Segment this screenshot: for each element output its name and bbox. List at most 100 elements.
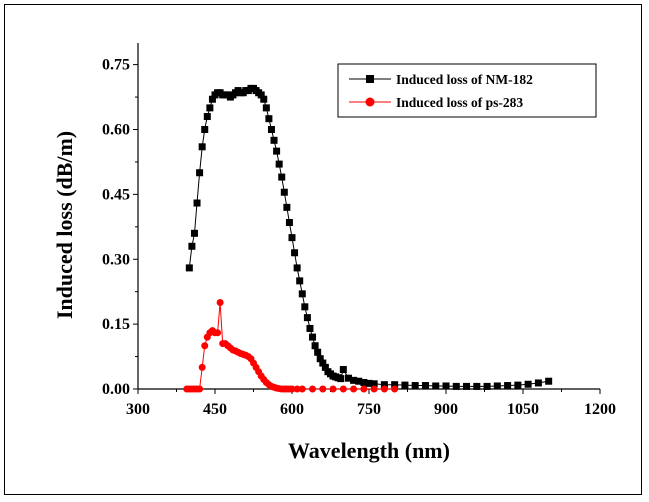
data-point [370,385,378,393]
y-tick-label: 0.75 [102,57,130,74]
data-point [442,382,450,390]
data-point [339,366,347,374]
data-point [534,379,542,387]
legend-label-ps283: Induced loss of ps-283 [396,95,523,110]
data-point [216,299,224,306]
data-point [196,169,204,177]
data-point [201,126,209,133]
x-tick-label: 300 [126,401,150,418]
y-tick-label: 0.00 [102,381,130,398]
y-tick-label: 0.60 [102,122,130,139]
data-point [545,377,553,385]
data-point [493,382,501,390]
data-point [273,147,281,155]
data-point [360,385,368,393]
data-point [270,136,278,144]
data-point [293,264,301,272]
data-point [298,290,306,298]
data-point [411,382,419,390]
data-point [524,380,532,388]
data-point [201,342,209,350]
data-point [350,376,358,384]
data-point [337,375,345,383]
data-point [360,379,368,387]
series-layer [183,84,553,393]
x-tick-label: 600 [280,401,304,418]
x-tick-label: 1200 [584,401,616,418]
data-point [185,264,193,272]
data-point [214,329,222,337]
data-point [473,382,481,390]
legend-entry-nm182: Induced loss of NM-182 [349,72,533,87]
legend: Induced loss of NM-182 Induced loss of p… [337,63,597,118]
data-point [280,188,288,196]
data-point [203,113,211,121]
legend-marker-circle [365,97,375,107]
data-point [303,314,311,322]
y-tick-label: 0.30 [102,251,130,268]
data-point [278,173,286,181]
data-point [319,385,327,393]
data-point [339,385,347,393]
data-point [329,385,337,393]
data-point [309,333,317,341]
data-point [288,385,296,393]
data-point [355,377,363,385]
data-point [265,115,273,123]
legend-box [337,63,597,118]
data-point [370,380,378,388]
data-point [504,382,512,390]
data-point [463,382,471,390]
data-point [293,385,301,393]
data-point [198,363,206,371]
data-point [190,229,198,237]
series-line [188,87,549,387]
data-point [288,234,296,242]
data-point [257,91,265,99]
data-point [380,385,388,393]
data-point [301,303,309,311]
data-point [206,104,214,112]
data-point [193,199,201,207]
data-point [321,363,329,371]
y-tick-label: 0.45 [102,186,130,203]
data-point [260,95,268,103]
x-tick-label: 750 [357,401,381,418]
data-point [316,355,324,363]
data-point [314,348,322,356]
data-point [365,379,373,387]
data-point [309,385,317,393]
data-point [391,385,399,393]
x-axis: 300 450 600 750 900 1050 1200 [126,389,616,418]
data-point [275,160,283,168]
data-point [196,385,204,393]
series-line [186,302,395,390]
data-point [452,382,460,390]
data-point [285,218,293,226]
series-nm182 [185,84,553,390]
data-point [208,95,216,103]
legend-marker-square [366,75,374,83]
series-ps283 [183,299,399,393]
data-point [380,381,388,389]
data-point [350,385,358,393]
data-point [291,249,299,257]
data-point [198,143,206,151]
legend-label-nm182: Induced loss of NM-182 [396,72,533,87]
data-point [188,242,196,250]
data-point [283,203,291,211]
x-tick-label: 900 [434,401,458,418]
y-tick-label: 0.15 [102,316,130,333]
x-axis-label: Wavelength (nm) [288,438,450,463]
data-point [344,374,352,382]
data-point [267,126,275,133]
data-point [421,382,429,390]
data-point [262,104,270,112]
x-tick-label: 450 [203,401,227,418]
data-point [401,381,409,389]
legend-entry-ps283: Induced loss of ps-283 [349,95,523,110]
data-point [306,324,314,332]
x-tick-label: 1050 [507,401,539,418]
y-axis: 0.00 0.15 0.30 0.45 0.60 0.75 [102,57,138,398]
data-point [483,382,491,390]
